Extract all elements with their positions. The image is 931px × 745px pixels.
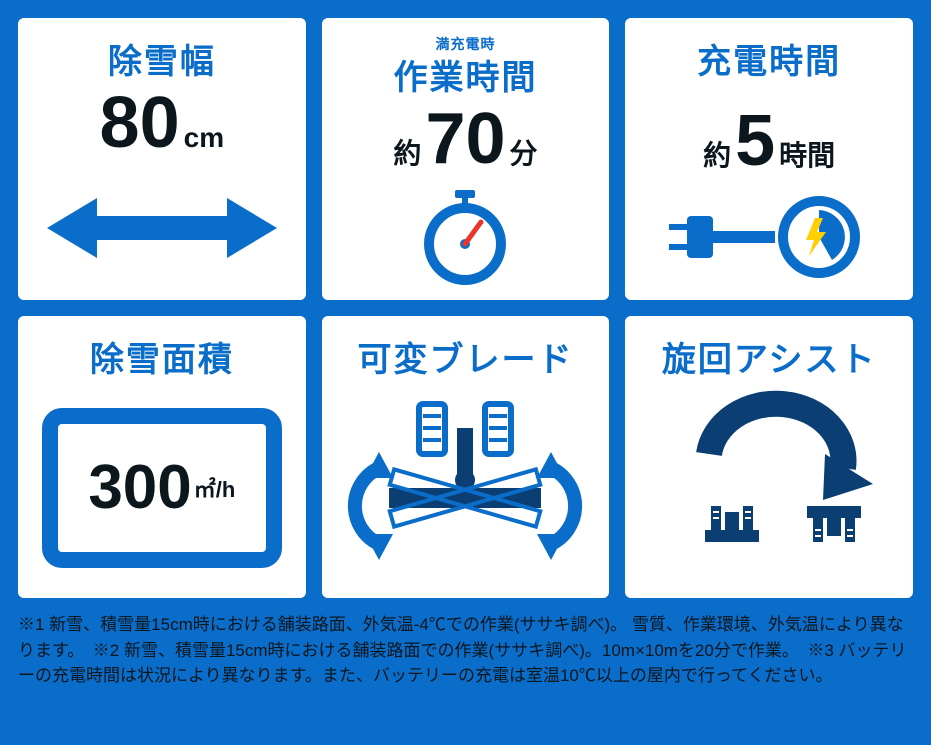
width-value-line: 80 cm: [100, 87, 225, 159]
plug-clock-icon: [635, 183, 903, 290]
card-runtime: 満充電時 作業時間 約 70 分: [322, 18, 610, 300]
card-blade: 可変ブレード: [322, 316, 610, 598]
charge-prefix: 約: [703, 134, 731, 174]
blade-title: 可変ブレード: [357, 332, 573, 381]
width-icon: [28, 165, 296, 290]
charge-value-line: 約 5 時間: [703, 105, 835, 177]
turn-title: 旋回アシスト: [662, 332, 877, 381]
runtime-value: 70: [425, 103, 505, 175]
area-unit: ㎡/h: [194, 472, 236, 504]
charge-title: 充電時間: [697, 34, 841, 83]
area-icon: 300 ㎡/h: [28, 387, 296, 588]
runtime-title: 作業時間: [393, 50, 537, 99]
card-width: 除雪幅 80 cm: [18, 18, 306, 300]
footnote-text: ※1 新雪、積雪量15cm時における舗装路面、外気温-4℃での作業(ササキ調べ)…: [18, 612, 913, 689]
card-charge: 充電時間 約 5 時間: [625, 18, 913, 300]
blade-icon: [332, 387, 600, 588]
width-unit: cm: [184, 122, 224, 154]
area-value: 300: [88, 457, 191, 519]
width-title: 除雪幅: [108, 34, 216, 83]
spec-grid: 除雪幅 80 cm 満充電時 作業時間 約 70 分: [18, 18, 913, 598]
runtime-value-line: 約 70 分: [393, 103, 537, 175]
turn-icon: [635, 387, 903, 588]
card-turn: 旋回アシスト: [625, 316, 913, 598]
area-title: 除雪面積: [90, 332, 234, 381]
stopwatch-icon: [332, 181, 600, 290]
charge-value: 5: [735, 105, 775, 177]
runtime-unit: 分: [510, 132, 538, 172]
runtime-prefix: 約: [393, 132, 421, 172]
width-value: 80: [100, 87, 180, 159]
charge-unit: 時間: [779, 134, 835, 174]
card-area: 除雪面積 300 ㎡/h: [18, 316, 306, 598]
